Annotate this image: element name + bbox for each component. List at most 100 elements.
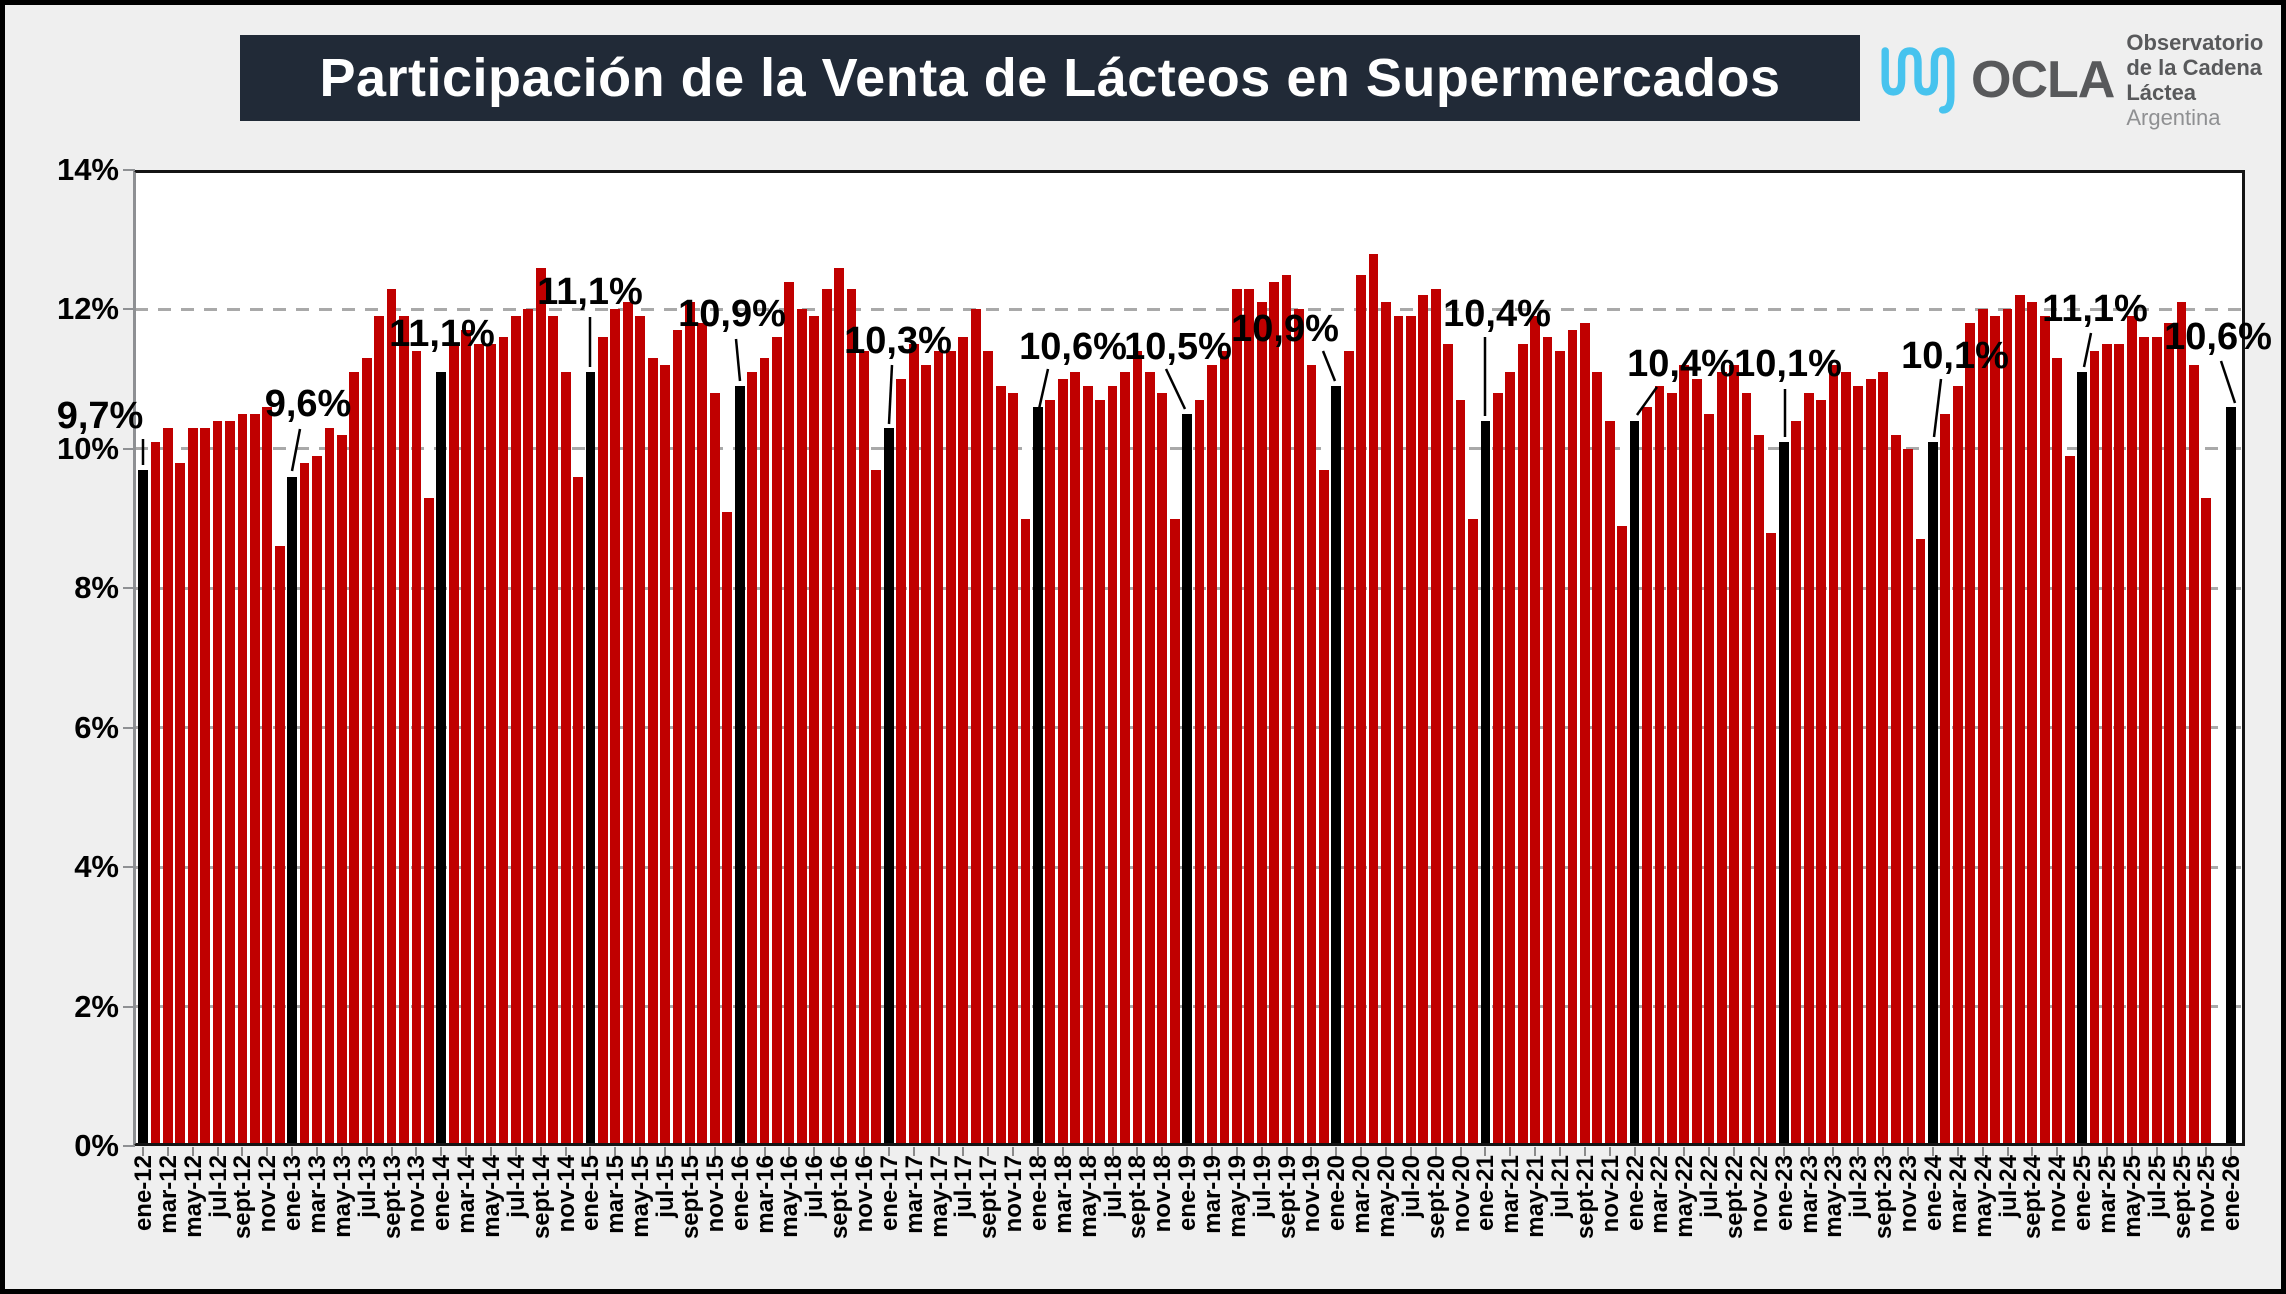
- bar-sept-25: [2176, 302, 2187, 1144]
- bar-feb-14: [448, 344, 459, 1144]
- bar-ago-22: [1716, 372, 1727, 1144]
- bar-oct-14: [548, 316, 559, 1144]
- bar-jun-12: [200, 427, 211, 1144]
- bar-ene-22: [1629, 420, 1640, 1144]
- x-axis-tick: [1285, 1147, 1288, 1156]
- bar-ene-19: [1182, 414, 1193, 1144]
- x-axis-tick: [1981, 1147, 1984, 1156]
- bar-sept-23: [1878, 372, 1889, 1144]
- x-tick-label-mar-17: mar-17: [900, 1155, 928, 1234]
- bar-jul-18: [1107, 386, 1118, 1144]
- bar-oct-22: [1741, 393, 1752, 1144]
- x-axis-tick: [1857, 1147, 1860, 1156]
- x-axis-tick: [1161, 1147, 1164, 1156]
- bar-mar-18: [1057, 379, 1068, 1144]
- bar-mar-15: [610, 309, 621, 1144]
- bar-feb-13: [299, 462, 310, 1144]
- bar-ene-20: [1331, 386, 1342, 1144]
- x-tick-label-jul-14: jul-14: [502, 1155, 530, 1218]
- logo-acronym: OCLA: [1971, 51, 2115, 109]
- x-tick-label-jul-22: jul-22: [1696, 1155, 1724, 1218]
- bar-ago-14: [523, 309, 534, 1144]
- bar-jul-20: [1405, 316, 1416, 1144]
- data-label-ene-21: 10,4%: [1443, 293, 1551, 335]
- x-axis-tick: [1484, 1147, 1487, 1156]
- bar-dic-21: [1617, 525, 1628, 1144]
- x-tick-label-ene-17: ene-17: [875, 1155, 903, 1232]
- bar-nov-24: [2052, 358, 2063, 1144]
- ocla-logo: OCLA Observatorio de la Cadena Láctea Ar…: [1877, 27, 2277, 133]
- y-axis-tick: [123, 1005, 135, 1008]
- bar-nov-20: [1455, 400, 1466, 1144]
- bar-mar-22: [1654, 386, 1665, 1144]
- bar-mar-21: [1505, 372, 1516, 1144]
- bar-nov-12: [262, 407, 273, 1144]
- x-axis-tick: [1210, 1147, 1213, 1156]
- y-axis-tick: [123, 169, 135, 171]
- bar-feb-12: [150, 441, 161, 1144]
- x-tick-label-sept-22: sept-22: [1721, 1155, 1749, 1240]
- x-tick-label-may-20: may-20: [1373, 1155, 1400, 1238]
- x-axis-tick: [1459, 1147, 1462, 1156]
- bar-sept-13: [386, 288, 397, 1144]
- bar-jul-17: [958, 337, 969, 1144]
- x-tick-label-jul-12: jul-12: [204, 1155, 232, 1218]
- x-tick-label-nov-19: nov-19: [1298, 1155, 1326, 1233]
- y-axis-tick: [123, 447, 135, 450]
- x-tick-label-ene-15: ene-15: [577, 1155, 605, 1232]
- bar-mar-13: [312, 455, 322, 1144]
- data-label-ene-23: 10,1%: [1734, 343, 1842, 385]
- x-axis-tick: [1385, 1147, 1387, 1156]
- x-tick-label-nov-18: nov-18: [1149, 1155, 1177, 1233]
- y-axis-tick: [123, 726, 135, 729]
- bar-may-21: [1530, 316, 1541, 1144]
- x-tick-label-ene-16: ene-16: [726, 1155, 754, 1232]
- x-tick-label-may-13: may-13: [328, 1155, 356, 1238]
- data-label-ene-20: 10,9%: [1231, 308, 1339, 350]
- data-label-ene-13: 9,6%: [264, 383, 352, 425]
- x-axis-tick: [664, 1147, 667, 1156]
- x-axis-tick: [589, 1147, 592, 1156]
- x-axis-tick: [2205, 1147, 2208, 1156]
- x-tick-label-sept-12: sept-12: [229, 1155, 257, 1240]
- bar-nov-19: [1306, 365, 1317, 1144]
- bar-oct-20: [1443, 344, 1454, 1144]
- x-axis-tick: [1335, 1147, 1338, 1156]
- y-axis-label-12%: 12%: [56, 291, 119, 327]
- bar-ene-17: [883, 427, 894, 1144]
- bar-abr-19: [1219, 351, 1230, 1144]
- bar-may-13: [336, 434, 347, 1144]
- bar-may-16: [784, 281, 795, 1144]
- x-tick-label-nov-20: nov-20: [1447, 1155, 1475, 1233]
- bar-nov-17: [1008, 393, 1018, 1144]
- logo-line2: de la Cadena Láctea: [2126, 55, 2263, 105]
- x-axis-tick: [340, 1147, 343, 1156]
- bar-jul-15: [660, 365, 670, 1144]
- bar-may-15: [635, 316, 646, 1144]
- bar-nov-21: [1604, 420, 1615, 1144]
- bar-mar-12: [162, 427, 173, 1144]
- bar-jul-23: [1853, 386, 1864, 1144]
- x-tick-label-ene-13: ene-13: [279, 1155, 307, 1232]
- x-axis-tick: [2056, 1147, 2059, 1156]
- x-tick-label-mar-14: mar-14: [453, 1155, 481, 1234]
- bar-dic-15: [722, 511, 733, 1144]
- bar-jul-22: [1704, 414, 1715, 1144]
- bar-dic-14: [573, 476, 583, 1144]
- x-tick-label-ene-18: ene-18: [1024, 1155, 1052, 1232]
- bar-may-23: [1828, 365, 1839, 1144]
- bar-nov-22: [1754, 434, 1764, 1144]
- x-axis-tick: [266, 1147, 269, 1156]
- x-tick-label-jul-16: jul-16: [801, 1155, 829, 1218]
- bar-oct-13: [399, 316, 409, 1144]
- logo-line3: Argentina: [2126, 105, 2221, 130]
- bar-ago-19: [1269, 281, 1280, 1144]
- x-tick-label-may-15: may-15: [627, 1155, 655, 1238]
- x-tick-label-mar-18: mar-18: [1049, 1155, 1077, 1234]
- x-axis-tick: [763, 1147, 766, 1156]
- x-axis-tick: [1086, 1147, 1089, 1156]
- bar-dic-17: [1020, 518, 1031, 1144]
- x-axis-tick: [1633, 1147, 1636, 1156]
- x-tick-label-mar-22: mar-22: [1646, 1155, 1674, 1234]
- data-label-ene-17: 10,3%: [844, 320, 952, 362]
